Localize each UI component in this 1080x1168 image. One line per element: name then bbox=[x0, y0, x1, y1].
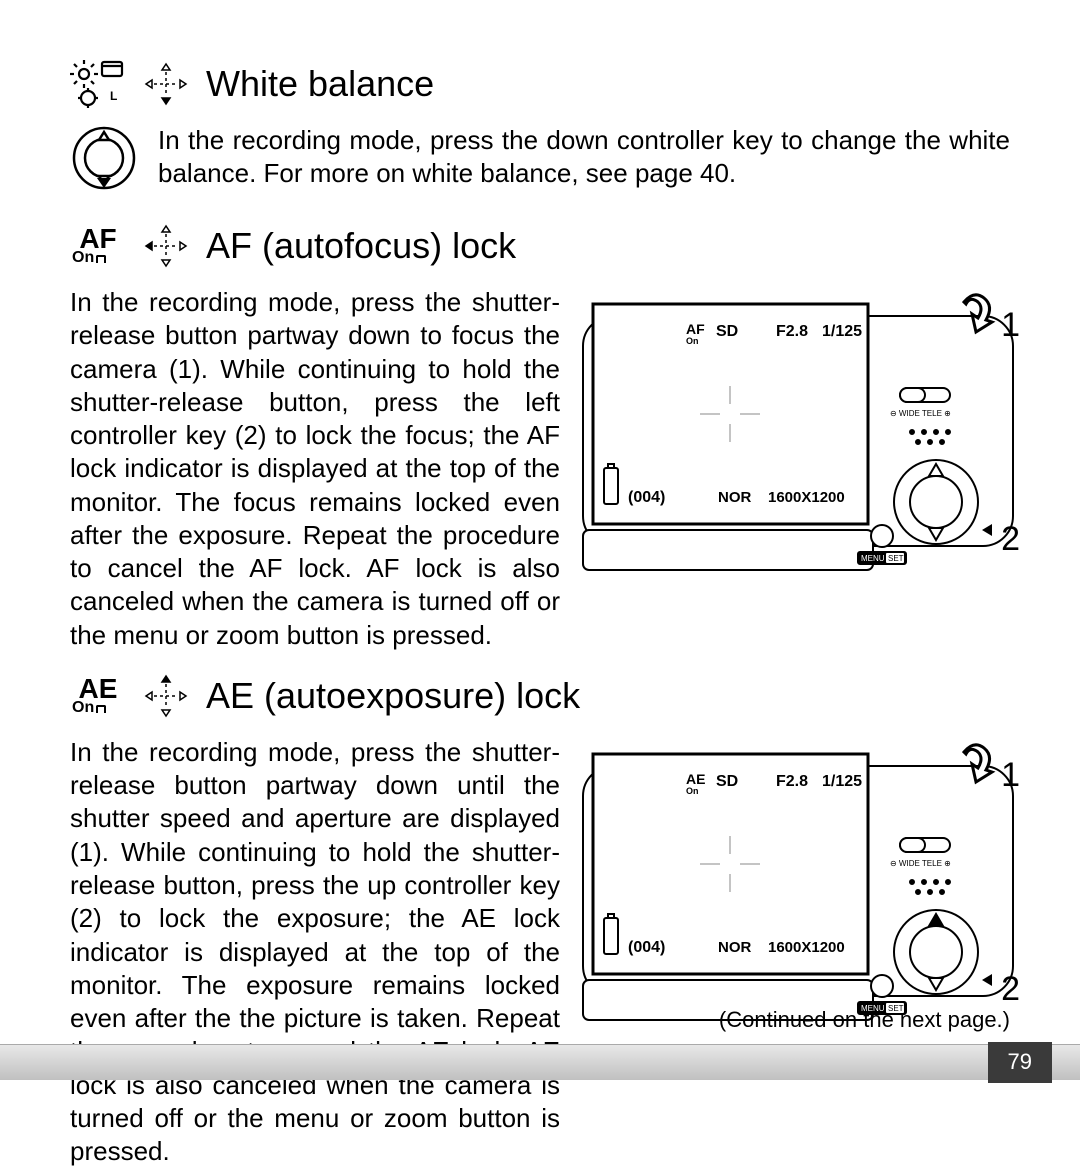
wb-header: L White balance bbox=[70, 60, 1010, 108]
footer-bar: 79 bbox=[0, 1044, 1080, 1080]
camera-illustration-ae: AE On SD F2.8 1/125 (004) bbox=[578, 736, 1018, 1026]
lcd-aperture: F2.8 bbox=[776, 323, 808, 340]
svg-text:MENU: MENU bbox=[861, 554, 885, 563]
ae-figure: AE On SD F2.8 1/125 (004) bbox=[578, 736, 1018, 1026]
svg-text:(004): (004) bbox=[628, 939, 665, 956]
svg-text:On: On bbox=[686, 786, 699, 796]
lcd-shots: (004) bbox=[628, 489, 665, 506]
nav-arrows-icon bbox=[144, 62, 188, 106]
ae-header: AE On AE (autoexposure) lock bbox=[70, 672, 1010, 720]
lcd-quality: NOR bbox=[718, 489, 752, 506]
af-body-text: In the recording mode, press the shutter… bbox=[70, 286, 560, 652]
svg-text:SET: SET bbox=[888, 554, 904, 563]
lcd-af-indicator: AF bbox=[686, 321, 705, 337]
af-content-row: In the recording mode, press the shutter… bbox=[70, 286, 1010, 652]
wb-mode-icon: L bbox=[70, 60, 126, 108]
af-title: AF (autofocus) lock bbox=[206, 223, 516, 269]
annotation-1: 1 bbox=[1001, 304, 1020, 348]
section-white-balance: L White balance bbox=[70, 60, 1010, 192]
svg-text:⊖ WIDE TELE ⊕: ⊖ WIDE TELE ⊕ bbox=[890, 859, 951, 868]
svg-text:⊖ WIDE TELE ⊕: ⊖ WIDE TELE ⊕ bbox=[890, 409, 951, 418]
annotation-2: 2 bbox=[1001, 518, 1020, 562]
ae-content-row: In the recording mode, press the shutter… bbox=[70, 736, 1010, 1168]
af-icon-sub: On bbox=[72, 251, 94, 265]
camera-illustration-af: AF On SD F2.8 1/125 bbox=[578, 286, 1018, 576]
ae-title: AE (autoexposure) lock bbox=[206, 673, 580, 719]
af-icon-label: AF bbox=[79, 226, 116, 251]
continued-text: (Continued on the next page.) bbox=[0, 1006, 1080, 1034]
controller-icon bbox=[70, 124, 138, 192]
lcd-card: SD bbox=[716, 323, 738, 340]
af-figure: AF On SD F2.8 1/125 bbox=[578, 286, 1018, 576]
wb-title: White balance bbox=[206, 61, 434, 107]
lcd-resolution: 1600X1200 bbox=[768, 489, 845, 506]
svg-text:F2.8: F2.8 bbox=[776, 773, 808, 790]
ae-mode-icon: AE On bbox=[70, 672, 126, 720]
svg-text:SD: SD bbox=[716, 773, 738, 790]
svg-text:1600X1200: 1600X1200 bbox=[768, 939, 845, 956]
svg-text:NOR: NOR bbox=[718, 939, 752, 956]
af-header: AF On AF (autofocus) lock bbox=[70, 222, 1010, 270]
af-mode-icon: AF On bbox=[70, 222, 126, 270]
annotation-1: 1 bbox=[1001, 754, 1020, 798]
page-number: 79 bbox=[988, 1042, 1052, 1082]
ae-body-text: In the recording mode, press the shutter… bbox=[70, 736, 560, 1168]
ae-icon-label: AE bbox=[79, 676, 118, 701]
ae-icon-sub: On bbox=[72, 701, 94, 715]
svg-text:On: On bbox=[686, 336, 699, 346]
svg-text:1/125: 1/125 bbox=[822, 773, 862, 790]
svg-text:L: L bbox=[110, 89, 117, 103]
wb-body-text: In the recording mode, press the down co… bbox=[158, 124, 1010, 191]
lcd-ae-indicator: AE bbox=[686, 771, 705, 787]
page-footer: (Continued on the next page.) 79 bbox=[0, 1006, 1080, 1080]
wb-body-row: In the recording mode, press the down co… bbox=[70, 124, 1010, 192]
nav-arrows-icon bbox=[144, 224, 188, 268]
lcd-shutter: 1/125 bbox=[822, 323, 862, 340]
nav-arrows-icon bbox=[144, 674, 188, 718]
